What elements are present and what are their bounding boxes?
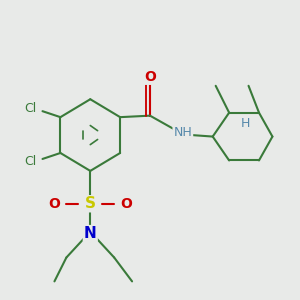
Text: NH: NH bbox=[173, 126, 192, 139]
Text: O: O bbox=[49, 197, 60, 211]
Text: S: S bbox=[85, 196, 96, 211]
Text: Cl: Cl bbox=[24, 155, 37, 168]
Text: O: O bbox=[120, 197, 132, 211]
Text: O: O bbox=[144, 70, 156, 84]
Text: N: N bbox=[84, 226, 97, 241]
Text: Cl: Cl bbox=[24, 102, 37, 115]
Text: H: H bbox=[241, 117, 250, 130]
